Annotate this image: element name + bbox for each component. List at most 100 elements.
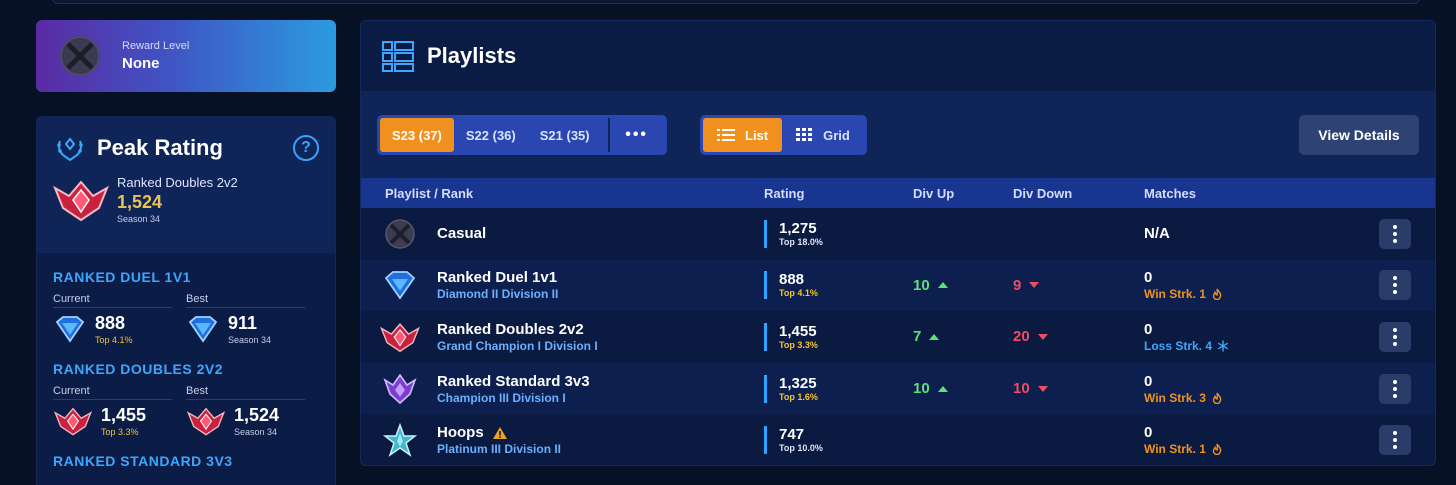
row-menu-button[interactable] <box>1379 373 1411 404</box>
streak: Win Strk. 3 <box>1144 391 1223 405</box>
matches-value: 0 <box>1144 320 1153 338</box>
rating-value: 1,455 <box>779 322 817 340</box>
peak-best-season: Season 34 <box>117 214 161 224</box>
diamond-rank-icon <box>384 271 416 300</box>
div-up: 7 <box>913 328 940 345</box>
row-menu-button[interactable] <box>1379 425 1411 456</box>
grid-view-button[interactable]: Grid <box>782 118 864 152</box>
table-row: Ranked Standard 3v3 Champion III Divisio… <box>361 362 1435 415</box>
row-menu-button[interactable] <box>1379 218 1411 249</box>
peak-rating-title: Peak Rating <box>97 135 223 160</box>
more-seasons-button[interactable]: ••• <box>607 118 664 152</box>
view-mode-toggle: List Grid <box>700 115 867 155</box>
platinum-rank-icon <box>383 423 417 458</box>
rank-name: Platinum III Division II <box>437 442 562 457</box>
playlist-name-row: Hoops <box>437 424 561 441</box>
peak-section-duel: RANKED DUEL 1V1 Current 888 Top 4.1% Bes… <box>37 269 335 345</box>
table-row: Hoops Platinum III Division II 747 Top 1… <box>361 414 1435 465</box>
column-header-div-down: Div Down <box>1013 186 1073 201</box>
div-down-value: 10 <box>1013 380 1030 398</box>
column-header-div-up: Div Up <box>913 186 955 201</box>
flame-icon <box>1212 443 1222 456</box>
peak-rating-panel: Peak Rating ? Ranked Doubles 2v2 1,524 S… <box>36 116 336 485</box>
flame-icon <box>1212 392 1222 404</box>
best-rating: 911 <box>228 313 258 333</box>
streak: Loss Strk. 4 <box>1144 339 1229 353</box>
grid-view-label: Grid <box>823 127 850 143</box>
div-up: 10 <box>913 277 948 294</box>
rating-top-percent: Top 10.0% <box>779 443 823 454</box>
streak-text: Win Strk. 1 <box>1144 287 1206 302</box>
unranked-icon <box>385 219 415 249</box>
matches-value: N/A <box>1144 225 1170 243</box>
div-down: 20 <box>1013 328 1048 345</box>
season-tab-s21[interactable]: S21 (35) <box>539 127 590 143</box>
rating-value: 1,325 <box>779 374 817 392</box>
laurel-trophy-icon <box>57 137 83 162</box>
playlists-toolbar: S23 (37) S22 (36) S21 (35) ••• List <box>361 91 1435 178</box>
rating-top-percent: Top 1.6% <box>779 391 818 402</box>
playlist-icon <box>382 41 414 72</box>
current-label: Current <box>53 293 172 308</box>
table-header: Playlist / Rank Rating Div Up Div Down M… <box>361 178 1435 208</box>
rating-top-percent: Top 3.3% <box>779 339 818 350</box>
playlist-name: Casual <box>437 225 487 243</box>
help-icon[interactable]: ? <box>293 135 319 161</box>
div-down: 10 <box>1013 380 1048 397</box>
arrow-down-icon <box>1037 333 1048 340</box>
arrow-down-icon <box>1029 282 1040 289</box>
peak-section-doubles: RANKED DOUBLES 2V2 Current 1,455 Top 3.3… <box>37 361 335 437</box>
top-bar <box>52 0 1420 4</box>
reward-level-label: Reward Level <box>122 40 190 52</box>
table-row: Ranked Doubles 2v2 Grand Champion I Divi… <box>361 311 1435 363</box>
flame-icon <box>1212 288 1222 301</box>
rank-name: Champion III Division I <box>437 390 566 405</box>
season-selector: S23 (37) S22 (36) S21 (35) ••• <box>377 115 667 155</box>
snowflake-icon <box>1217 340 1229 352</box>
grand-champion-rank-icon <box>53 407 93 436</box>
reward-level-card: Reward Level None <box>36 20 336 92</box>
kebab-icon <box>1393 379 1397 398</box>
list-icon <box>717 129 735 141</box>
current-rating: 888 <box>95 313 126 333</box>
column-header-playlist: Playlist / Rank <box>385 186 474 201</box>
season-tab-s23[interactable]: S23 (37) <box>380 118 454 152</box>
best-label: Best <box>186 385 305 400</box>
reward-level-value: None <box>122 55 160 72</box>
list-view-button[interactable]: List <box>703 118 783 152</box>
warning-icon[interactable] <box>492 426 508 440</box>
rating-value: 1,275 <box>779 219 817 237</box>
section-title: RANKED STANDARD 3V3 <box>53 453 233 469</box>
column-header-rating: Rating <box>764 186 805 201</box>
arrow-up-icon <box>937 385 948 392</box>
matches-value: 0 <box>1144 424 1153 442</box>
streak: Win Strk. 1 <box>1144 442 1223 456</box>
streak-text: Win Strk. 3 <box>1144 390 1206 405</box>
row-menu-button[interactable] <box>1379 321 1411 352</box>
section-title: RANKED DUEL 1V1 <box>53 269 191 285</box>
grand-champion-rank-icon <box>186 407 226 436</box>
arrow-up-icon <box>937 282 948 289</box>
div-up-value: 10 <box>913 380 930 398</box>
rating-value: 747 <box>779 426 805 444</box>
section-title: RANKED DOUBLES 2V2 <box>53 361 224 377</box>
streak: Win Strk. 1 <box>1144 287 1223 301</box>
view-details-button[interactable]: View Details <box>1299 115 1419 155</box>
diamond-rank-icon <box>188 316 218 343</box>
row-menu-button[interactable] <box>1379 270 1411 301</box>
best-season: Season 34 <box>234 427 278 437</box>
peak-best-playlist: Ranked Doubles 2v2 <box>117 175 238 190</box>
grand-champion-rank-icon <box>53 179 109 221</box>
playlist-name: Hoops <box>437 424 484 442</box>
arrow-down-icon <box>1037 385 1048 392</box>
season-tab-s22[interactable]: S22 (36) <box>465 127 516 143</box>
champion-rank-icon <box>383 373 417 404</box>
peak-section-standard: RANKED STANDARD 3V3 <box>37 453 335 469</box>
div-up: 10 <box>913 380 948 397</box>
div-down-value: 20 <box>1013 328 1030 346</box>
playlists-title: Playlists <box>427 43 517 68</box>
playlist-name: Ranked Duel 1v1 <box>437 269 558 287</box>
kebab-icon <box>1393 327 1397 346</box>
current-label: Current <box>53 385 172 400</box>
playlists-panel: Playlists S23 (37) S22 (36) S21 (35) •••… <box>360 20 1436 466</box>
